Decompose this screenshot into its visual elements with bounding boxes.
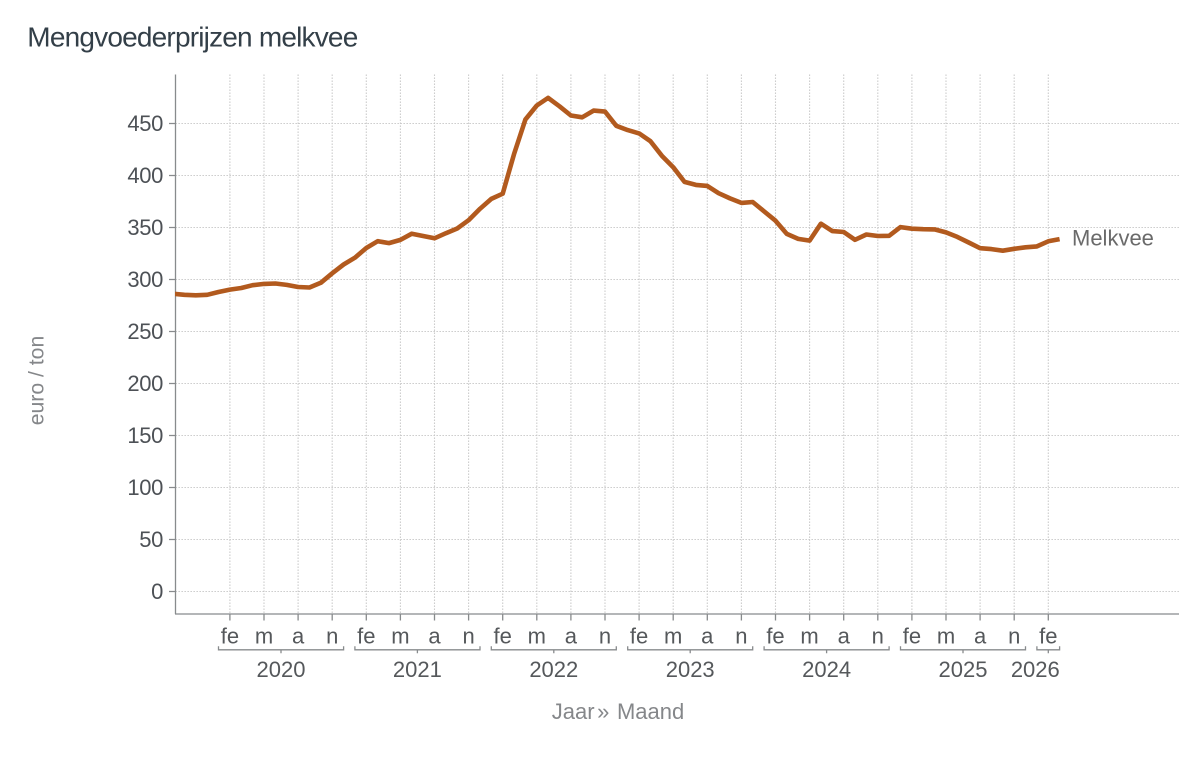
svg-text:m: m: [255, 624, 273, 649]
svg-text:n: n: [599, 624, 611, 649]
svg-text:Mengvoederprijzen melkvee: Mengvoederprijzen melkvee: [27, 21, 357, 52]
svg-text:m: m: [391, 624, 409, 649]
svg-text:a: a: [974, 624, 987, 649]
svg-text:n: n: [326, 624, 338, 649]
svg-text:150: 150: [127, 423, 163, 448]
svg-text:fe: fe: [630, 624, 648, 649]
svg-text:a: a: [292, 624, 305, 649]
svg-text:a: a: [428, 624, 441, 649]
svg-text:Jaar» Maand: Jaar» Maand: [552, 699, 684, 724]
svg-text:fe: fe: [494, 624, 512, 649]
svg-text:n: n: [1008, 624, 1020, 649]
svg-text:2020: 2020: [257, 657, 306, 682]
svg-text:2023: 2023: [666, 657, 715, 682]
svg-text:euro / ton: euro / ton: [26, 336, 49, 426]
svg-text:n: n: [462, 624, 474, 649]
svg-text:50: 50: [139, 527, 163, 552]
svg-text:m: m: [937, 624, 955, 649]
svg-text:100: 100: [127, 475, 163, 500]
svg-text:fe: fe: [357, 624, 375, 649]
svg-text:450: 450: [127, 111, 163, 136]
svg-text:350: 350: [127, 215, 163, 240]
svg-text:2025: 2025: [939, 657, 988, 682]
svg-text:m: m: [800, 624, 818, 649]
svg-text:fe: fe: [1039, 624, 1057, 649]
svg-text:2022: 2022: [529, 657, 578, 682]
svg-text:m: m: [528, 624, 546, 649]
svg-text:200: 200: [127, 371, 163, 396]
svg-text:fe: fe: [903, 624, 921, 649]
svg-text:a: a: [565, 624, 578, 649]
svg-text:250: 250: [127, 319, 163, 344]
svg-text:a: a: [701, 624, 714, 649]
svg-text:0: 0: [151, 579, 163, 604]
svg-text:Melkvee: Melkvee: [1072, 226, 1154, 251]
svg-text:m: m: [664, 624, 682, 649]
svg-text:fe: fe: [221, 624, 239, 649]
svg-text:400: 400: [127, 163, 163, 188]
svg-text:fe: fe: [766, 624, 784, 649]
svg-text:300: 300: [127, 267, 163, 292]
svg-text:2024: 2024: [802, 657, 851, 682]
svg-text:a: a: [838, 624, 851, 649]
svg-text:n: n: [735, 624, 747, 649]
svg-text:2021: 2021: [393, 657, 442, 682]
svg-text:n: n: [872, 624, 884, 649]
svg-text:2026: 2026: [1011, 657, 1060, 682]
